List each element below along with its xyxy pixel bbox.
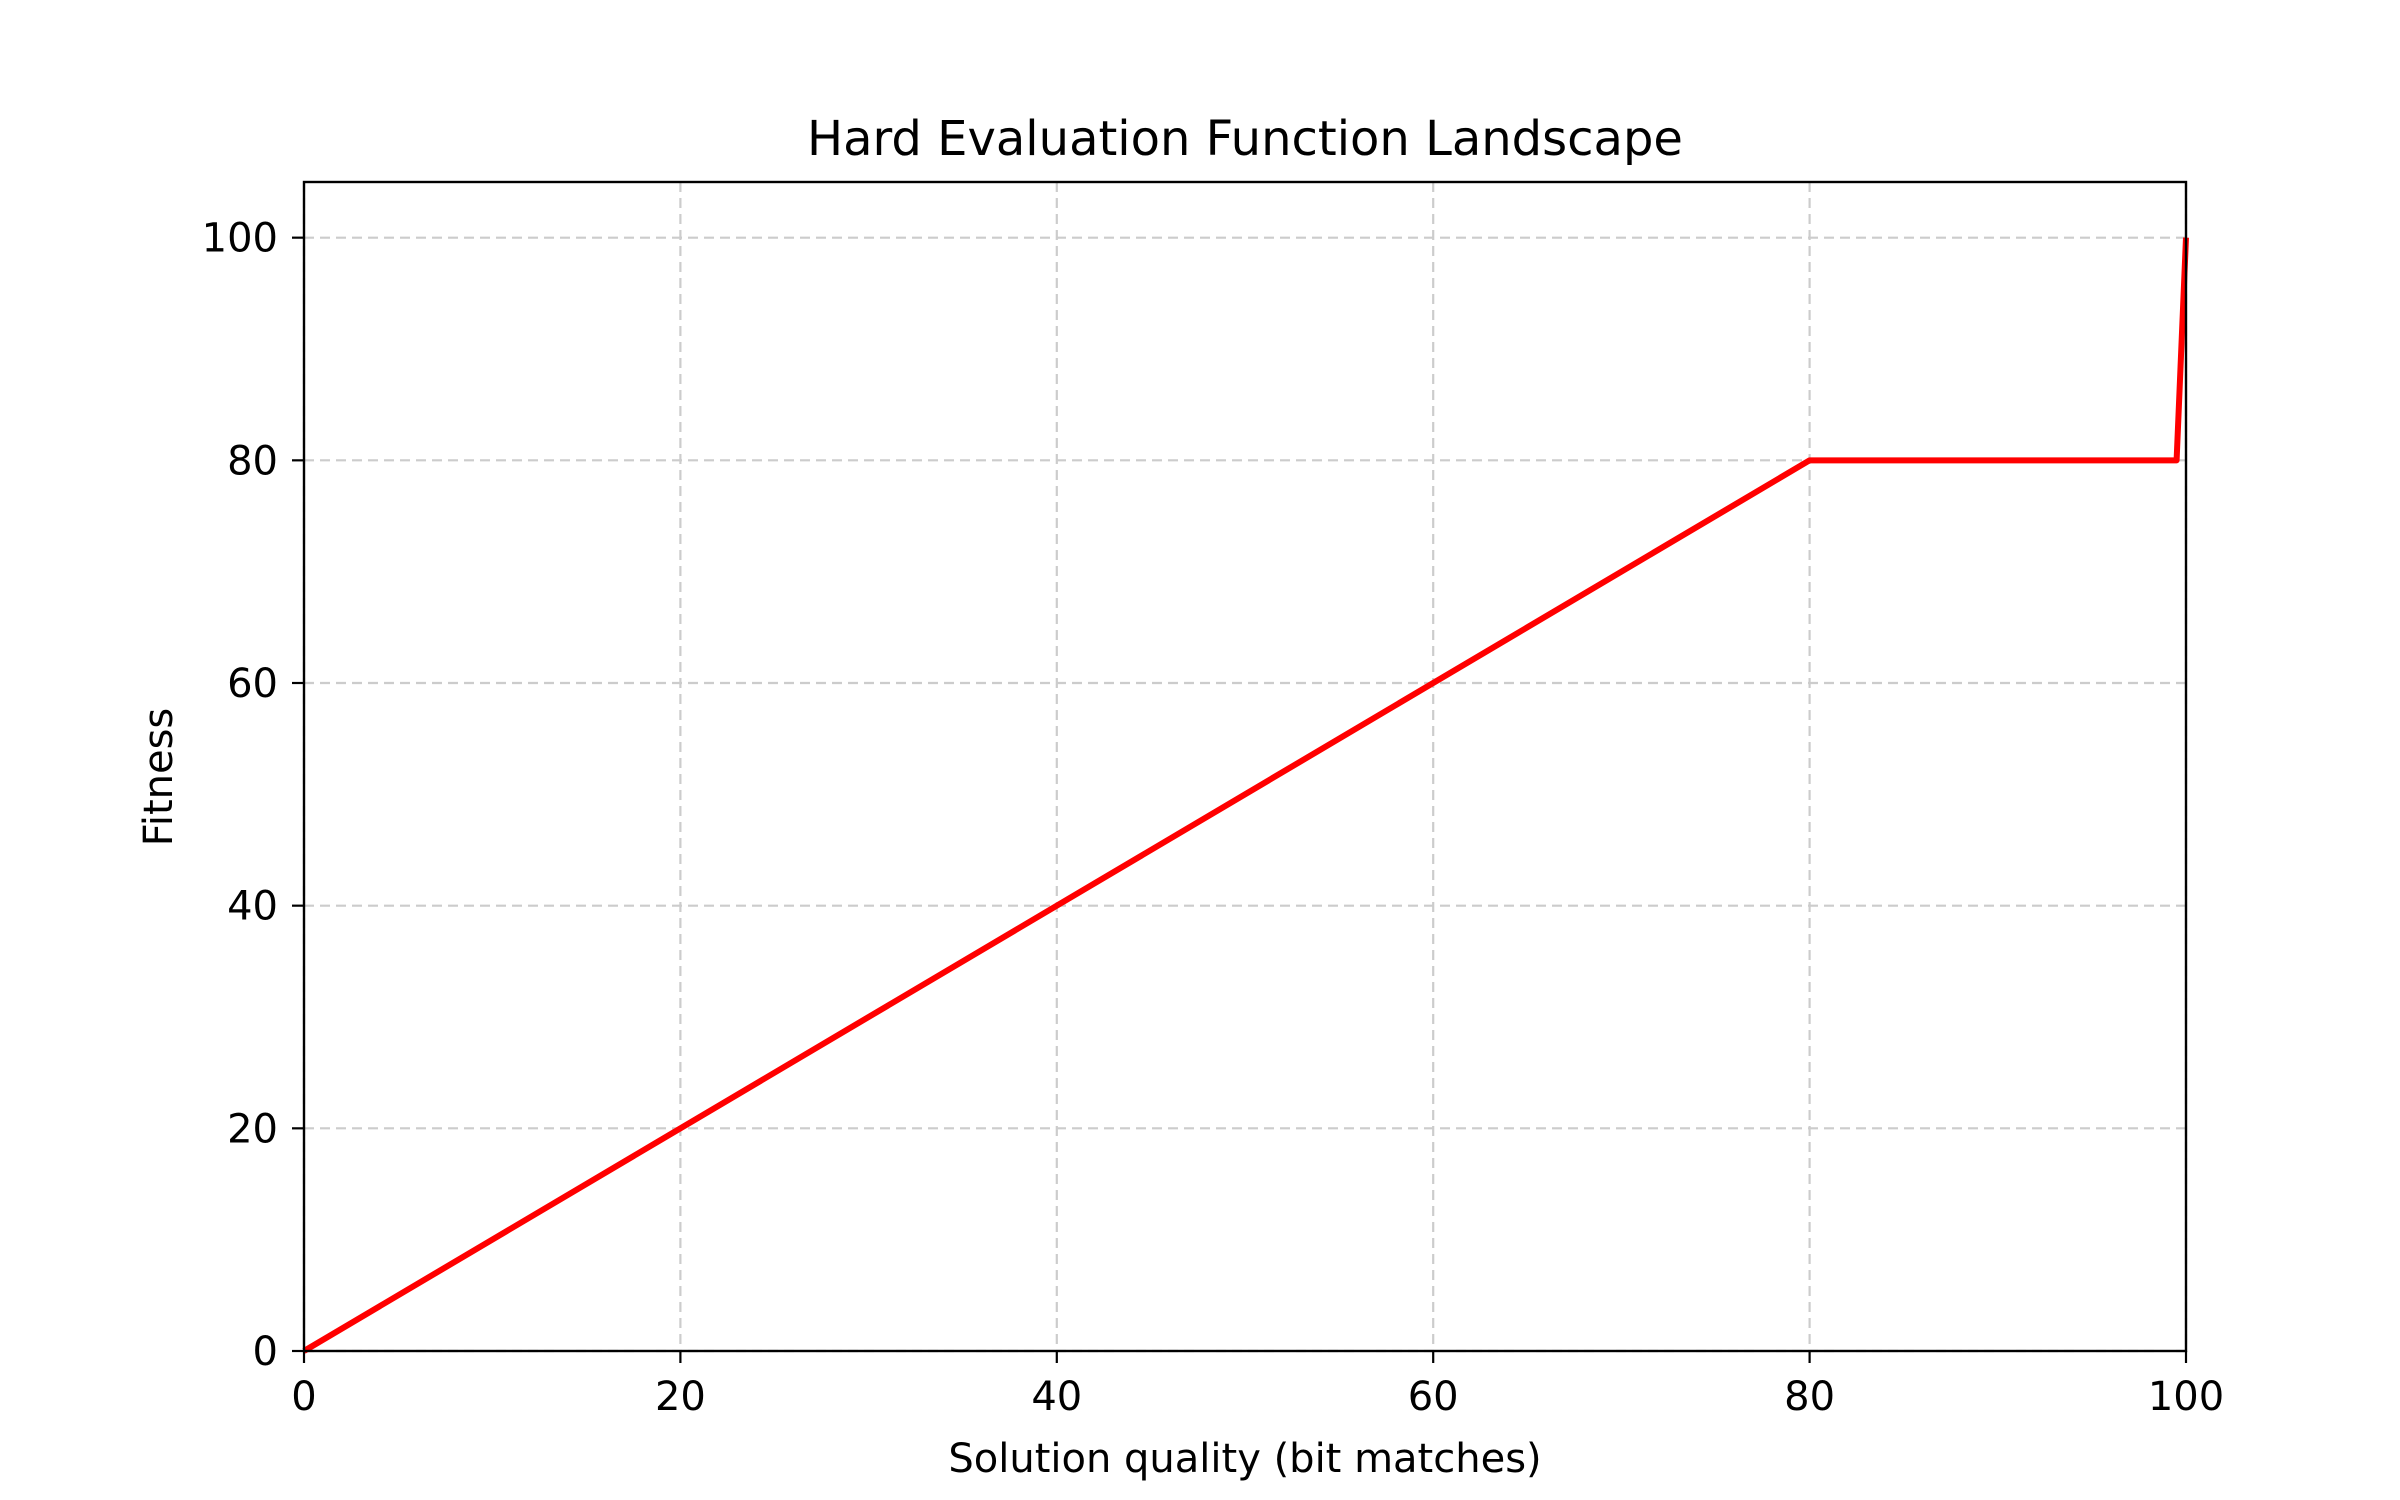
x-tick-label: 40 — [1031, 1374, 1082, 1420]
series-line — [302, 237, 2189, 1354]
y-axis-label: Fitness — [136, 708, 182, 847]
y-tick-label: 20 — [227, 1106, 278, 1152]
y-tick-label: 100 — [202, 216, 278, 262]
y-tick-label: 40 — [227, 884, 278, 930]
x-tick-label: 0 — [291, 1374, 316, 1420]
y-tick-label: 60 — [227, 661, 278, 707]
chart-title: Hard Evaluation Function Landscape — [807, 111, 1683, 167]
series-layer — [302, 237, 2189, 1354]
x-axis-label: Solution quality (bit matches) — [948, 1436, 1541, 1482]
x-tick-label: 20 — [655, 1374, 706, 1420]
axes — [302, 180, 2188, 1353]
x-tick-label: 60 — [1408, 1374, 1459, 1420]
plot-frame — [302, 180, 2188, 1353]
y-tick-label: 80 — [227, 438, 278, 484]
x-tick-label: 80 — [1784, 1374, 1835, 1420]
y-tick-label: 0 — [253, 1329, 278, 1375]
ticks: 0 20 40 60 80 100 0 20 40 60 80 100 — [202, 216, 2225, 1420]
x-tick-label: 100 — [2148, 1374, 2224, 1420]
